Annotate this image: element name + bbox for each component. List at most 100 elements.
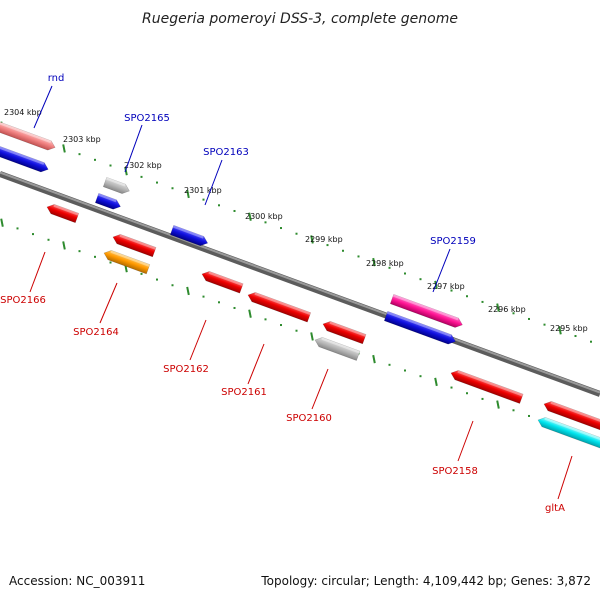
gene-label-glta[interactable]: gltA — [545, 503, 565, 514]
gene-label-spo2162[interactable]: SPO2162 — [163, 364, 209, 375]
gene-label-spo2163[interactable]: SPO2163 — [203, 147, 249, 158]
gene-label-rnd[interactable]: rnd — [48, 73, 65, 84]
minor-tick — [109, 261, 112, 264]
minor-tick — [388, 266, 391, 269]
label-leader-line — [557, 455, 573, 500]
minor-tick — [140, 175, 143, 178]
minor-tick — [78, 153, 81, 156]
minor-tick — [450, 386, 453, 389]
minor-tick — [466, 295, 468, 298]
tick-label: 2295 kbp — [550, 324, 588, 333]
major-tick — [310, 235, 314, 244]
label-leader-line — [432, 248, 451, 293]
tick-label: 2297 kbp — [427, 282, 465, 291]
gene-feature-spo2159[interactable] — [389, 293, 464, 329]
minor-tick — [295, 232, 298, 235]
label-leader-line — [124, 124, 143, 173]
tick-label: 2301 kbp — [184, 186, 222, 195]
tick-label: 2300 kbp — [245, 212, 283, 221]
minor-tick — [109, 164, 112, 167]
label-leader-line — [247, 343, 265, 385]
gene-feature-glta[interactable] — [536, 415, 600, 450]
gene-feature-red-3[interactable] — [542, 399, 600, 434]
tick-label: 2298 kbp — [366, 259, 404, 268]
minor-tick — [326, 244, 329, 247]
minor-tick — [171, 187, 174, 190]
minor-tick — [264, 318, 267, 321]
gene-feature-blue-3[interactable] — [383, 310, 457, 346]
label-leader-line — [99, 282, 118, 324]
major-tick — [62, 144, 66, 153]
major-tick — [310, 332, 314, 341]
genome-summary-text: Topology: circular; Length: 4,109,442 bp… — [260, 574, 591, 588]
gene-feature-blue-1[interactable] — [0, 142, 50, 174]
minor-tick — [419, 375, 422, 378]
gene-label-spo2160[interactable]: SPO2160 — [286, 413, 332, 424]
gene-features — [0, 114, 600, 450]
gene-label-spo2158[interactable]: SPO2158 — [432, 466, 478, 477]
minor-tick — [233, 306, 236, 309]
major-tick — [0, 218, 4, 227]
minor-tick — [481, 300, 484, 303]
gene-label-spo2159[interactable]: SPO2159 — [430, 236, 476, 247]
gene-label-spo2166[interactable]: SPO2166 — [0, 295, 46, 306]
gene-feature-spo2162[interactable] — [200, 269, 244, 294]
minor-tick — [156, 181, 158, 184]
label-leader-line — [33, 85, 53, 129]
gene-feature-spo2166[interactable] — [45, 202, 80, 224]
major-tick — [496, 400, 500, 409]
gene-feature-spo2163[interactable] — [169, 224, 209, 247]
minor-tick — [357, 255, 360, 258]
gene-feature-spo2165[interactable] — [102, 176, 131, 195]
minor-tick — [171, 284, 174, 287]
gene-label-spo2164[interactable]: SPO2164 — [73, 327, 119, 338]
label-leader-line — [457, 420, 474, 462]
label-leader-line — [29, 251, 46, 293]
minor-tick — [574, 335, 577, 338]
major-tick — [558, 326, 562, 335]
gene-feature-blue-2[interactable] — [94, 192, 122, 211]
gene-feature-red-1[interactable] — [111, 232, 157, 258]
minor-tick — [342, 249, 344, 252]
minor-tick — [280, 324, 282, 327]
gene-feature-spo2161[interactable] — [246, 290, 312, 323]
minor-tick — [233, 209, 236, 212]
minor-tick — [94, 158, 96, 161]
minor-tick — [140, 272, 143, 275]
major-tick — [248, 309, 252, 318]
major-tick — [186, 189, 190, 199]
minor-tick — [218, 301, 220, 304]
gene-feature-spo2158[interactable] — [449, 368, 524, 404]
minor-tick — [47, 238, 50, 241]
minor-tick — [78, 250, 81, 253]
map-title: Ruegeria pomeroyi DSS-3, complete genome — [142, 11, 458, 27]
minor-tick — [32, 233, 34, 236]
minor-tick — [512, 409, 515, 412]
minor-tick — [466, 392, 468, 395]
label-leader-line — [189, 319, 207, 361]
minor-tick — [156, 278, 158, 281]
gene-feature-spo2160[interactable] — [313, 335, 361, 361]
tick-labels: 2304 kbp 2303 kbp 2302 kbp 2301 kbp 2300 kbp… — [4, 108, 588, 333]
minor-tick — [419, 278, 422, 281]
major-tick — [62, 241, 66, 250]
minor-tick — [512, 312, 515, 315]
gene-labels: rnd SPO2165 SPO2163 SPO2159 SPO2166 SPO2164 SP… — [0, 73, 573, 514]
minor-tick — [388, 363, 391, 366]
major-tick — [372, 354, 376, 364]
minor-tick — [528, 414, 530, 417]
minor-tick — [94, 255, 96, 258]
gene-feature-red-2[interactable] — [321, 319, 367, 345]
accession-text: Accession: NC_003911 — [9, 574, 145, 588]
tick-label: 2304 kbp — [4, 108, 42, 117]
gene-feature-rnd[interactable] — [0, 114, 57, 152]
minor-tick — [528, 317, 530, 320]
minor-tick — [450, 289, 453, 292]
minor-tick — [590, 340, 592, 343]
gene-feature-spo2164[interactable] — [102, 248, 151, 275]
gene-label-spo2165[interactable]: SPO2165 — [124, 113, 170, 124]
genome-backbone — [0, 171, 600, 397]
minor-tick — [295, 329, 298, 332]
major-tick — [186, 286, 190, 296]
gene-label-spo2161[interactable]: SPO2161 — [221, 387, 267, 398]
